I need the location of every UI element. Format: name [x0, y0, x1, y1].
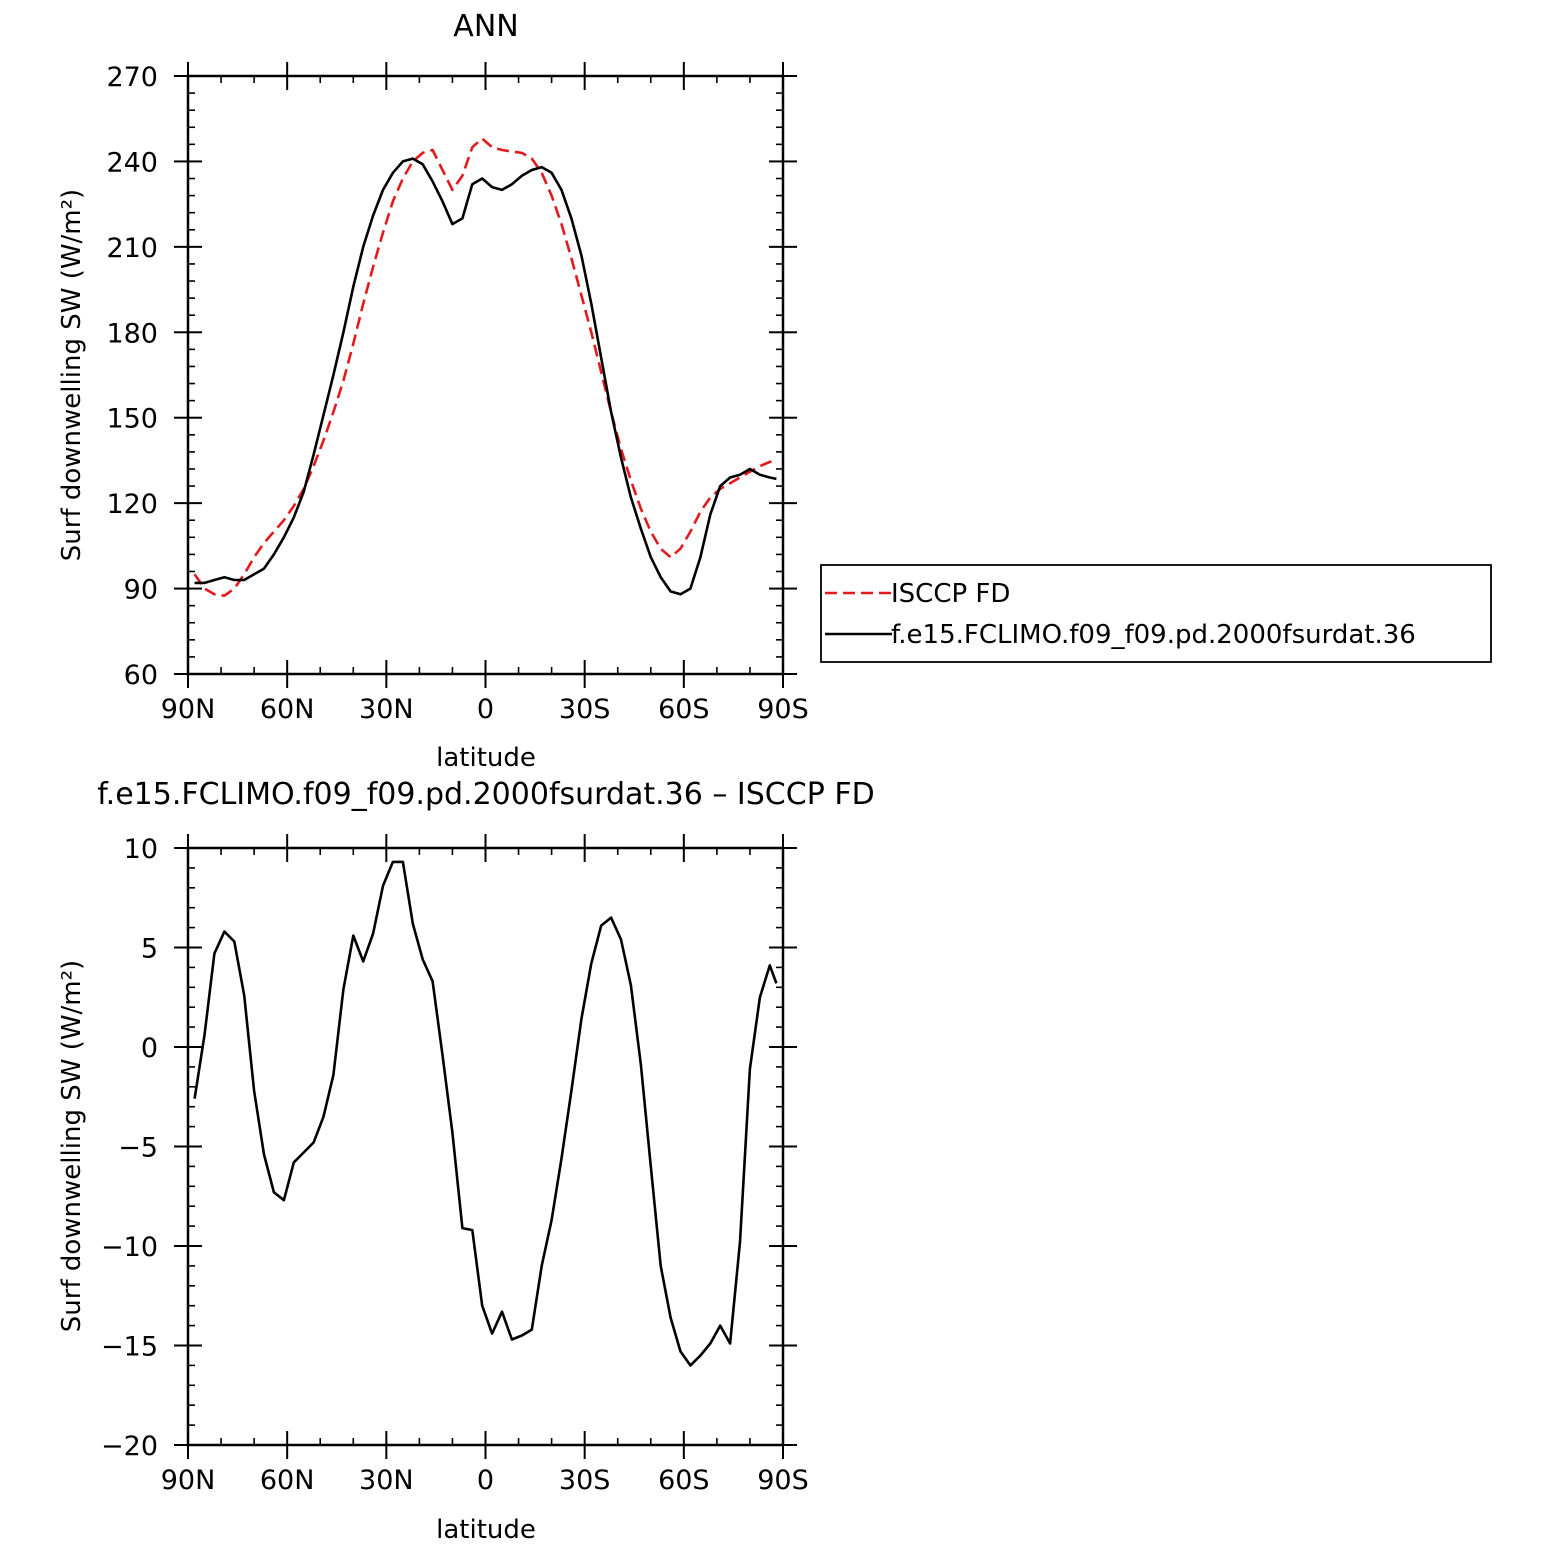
bottom-panel: f.e15.FCLIMO.f09_f09.pd.2000fsurdat.36 –… — [57, 777, 875, 1545]
legend-label-isccp: ISCCP FD — [891, 579, 1010, 609]
top-x-axis-label: latitude — [436, 743, 536, 773]
top-y-tick-label: 180 — [106, 318, 158, 349]
bottom-y-tick-label: −10 — [101, 1232, 158, 1263]
bottom-y-tick-label: 0 — [141, 1033, 158, 1064]
legend-box — [820, 564, 1492, 663]
top-x-tick-label: 60N — [260, 694, 315, 725]
top-x-tick-label: 90S — [757, 694, 809, 725]
top-y-tick-label: 120 — [106, 489, 158, 520]
top-panel: ANN 90N 60N 30N 0 30S 60S 90S 60 90 120 150 180 210 2… — [57, 9, 1492, 773]
top-x-tick-label: 30S — [559, 694, 611, 725]
top-x-tick-label: 0 — [477, 694, 494, 725]
bottom-x-tick-label: 90S — [757, 1465, 809, 1496]
bottom-y-axis-label: Surf downwelling SW (W/m²) — [57, 960, 87, 1332]
top-x-tick-label: 90N — [161, 694, 216, 725]
bottom-y-tick-label: −15 — [101, 1332, 158, 1363]
bottom-x-tick-label: 90N — [161, 1465, 216, 1496]
bottom-y-tick-label: 5 — [141, 934, 158, 965]
top-x-tick-label: 30N — [359, 694, 414, 725]
bottom-y-tick-label: −20 — [101, 1431, 158, 1462]
top-y-tick-label: 150 — [106, 404, 158, 435]
top-y-tick-label: 240 — [106, 147, 158, 178]
top-y-tick-label: 270 — [106, 62, 158, 93]
top-plot-frame — [186, 74, 785, 676]
bottom-y-tick-label: 10 — [124, 834, 158, 865]
bottom-x-tick-label: 30N — [359, 1465, 414, 1496]
top-y-tick-label: 60 — [124, 660, 158, 691]
top-y-tick-label: 90 — [124, 575, 158, 606]
top-y-axis-label: Surf downwelling SW (W/m²) — [57, 189, 87, 561]
bottom-x-tick-label: 0 — [477, 1465, 494, 1496]
bottom-x-tick-label: 30S — [559, 1465, 611, 1496]
bottom-series-line-0 — [193, 860, 778, 1367]
top-series-line-0 — [193, 137, 777, 598]
top-y-tick-label: 210 — [106, 233, 158, 264]
legend: ISCCP FD f.e15.FCLIMO.f09_f09.pd.2000fsu… — [820, 564, 1492, 663]
bottom-y-tick-label: −5 — [118, 1133, 158, 1164]
bottom-x-tick-label: 60N — [260, 1465, 315, 1496]
bottom-x-axis-label: latitude — [436, 1515, 536, 1545]
bottom-x-tick-label: 60S — [658, 1465, 710, 1496]
legend-label-model: f.e15.FCLIMO.f09_f09.pd.2000fsurdat.36 — [891, 620, 1416, 650]
bottom-chart-title: f.e15.FCLIMO.f09_f09.pd.2000fsurdat.36 –… — [97, 777, 874, 812]
bottom-plot-frame — [186, 846, 785, 1447]
top-series-line-1 — [194, 157, 777, 596]
top-chart-title: ANN — [453, 9, 518, 44]
top-x-tick-label: 60S — [658, 694, 710, 725]
